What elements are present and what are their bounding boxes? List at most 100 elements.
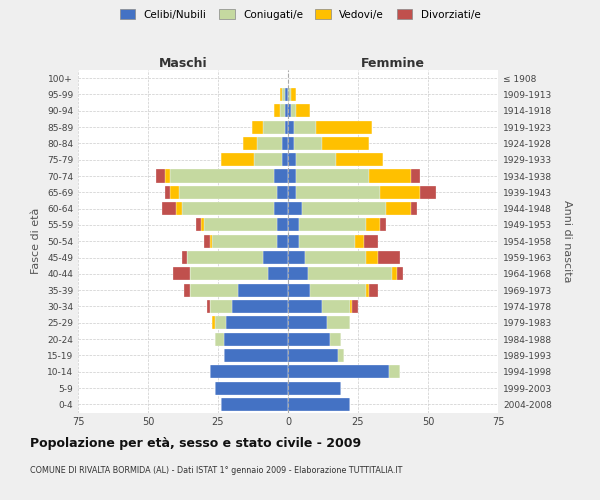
Bar [296,104,310,118]
Bar [209,234,212,248]
Bar [263,251,288,264]
Bar [389,365,400,378]
Text: COMUNE DI RIVALTA BORMIDA (AL) - Dati ISTAT 1° gennaio 2009 - Elaborazione TUTTI: COMUNE DI RIVALTA BORMIDA (AL) - Dati IS… [30,466,403,475]
Bar [330,332,341,345]
Bar [288,170,296,182]
Bar [293,137,322,150]
Bar [411,170,419,182]
Bar [196,218,201,232]
Bar [419,186,436,199]
Bar [170,170,274,182]
Bar [302,202,386,215]
Bar [232,300,288,313]
Bar [274,104,280,118]
Bar [274,170,288,182]
Bar [338,349,344,362]
Bar [352,300,358,313]
Bar [288,284,310,296]
Legend: Celibi/Nubili, Coniugati/e, Vedovi/e, Divorziati/e: Celibi/Nubili, Coniugati/e, Vedovi/e, Di… [115,5,485,24]
Bar [283,137,288,150]
Bar [299,218,367,232]
Bar [224,332,288,345]
Bar [296,153,335,166]
Bar [322,300,350,313]
Bar [285,120,288,134]
Bar [367,284,369,296]
Text: Femmine: Femmine [361,57,425,70]
Bar [367,251,377,264]
Bar [288,332,330,345]
Bar [291,88,296,101]
Bar [288,382,341,394]
Bar [204,234,209,248]
Bar [288,137,293,150]
Bar [251,120,263,134]
Bar [288,202,302,215]
Bar [316,120,372,134]
Bar [288,153,296,166]
Bar [283,88,285,101]
Text: Maschi: Maschi [158,57,208,70]
Bar [182,251,187,264]
Bar [209,365,288,378]
Bar [392,268,397,280]
Bar [274,202,288,215]
Bar [204,218,277,232]
Bar [280,104,285,118]
Bar [283,153,288,166]
Bar [215,332,224,345]
Bar [296,186,380,199]
Bar [291,104,296,118]
Y-axis label: Fasce di età: Fasce di età [31,208,41,274]
Bar [221,398,288,411]
Bar [184,284,190,296]
Bar [212,234,277,248]
Bar [176,202,182,215]
Bar [350,300,352,313]
Bar [288,234,299,248]
Bar [285,88,288,101]
Bar [285,104,288,118]
Bar [157,170,165,182]
Bar [335,153,383,166]
Bar [369,284,377,296]
Bar [268,268,288,280]
Bar [288,316,327,330]
Bar [288,268,308,280]
Bar [209,300,232,313]
Bar [277,218,288,232]
Bar [288,218,299,232]
Bar [288,186,296,199]
Bar [165,170,170,182]
Bar [369,170,411,182]
Text: Popolazione per età, sesso e stato civile - 2009: Popolazione per età, sesso e stato civil… [30,438,361,450]
Bar [397,268,403,280]
Bar [254,153,283,166]
Bar [170,186,179,199]
Bar [207,300,209,313]
Bar [288,365,389,378]
Bar [288,104,291,118]
Bar [380,186,419,199]
Y-axis label: Anni di nascita: Anni di nascita [562,200,572,282]
Bar [355,234,364,248]
Bar [190,268,268,280]
Bar [201,218,204,232]
Bar [165,186,170,199]
Bar [215,316,226,330]
Bar [238,284,288,296]
Bar [277,234,288,248]
Bar [263,120,285,134]
Bar [288,349,338,362]
Bar [288,398,350,411]
Bar [380,218,386,232]
Bar [299,234,355,248]
Bar [280,88,283,101]
Bar [212,316,215,330]
Bar [288,88,291,101]
Bar [190,284,238,296]
Bar [187,251,263,264]
Bar [411,202,417,215]
Bar [182,202,274,215]
Bar [288,300,322,313]
